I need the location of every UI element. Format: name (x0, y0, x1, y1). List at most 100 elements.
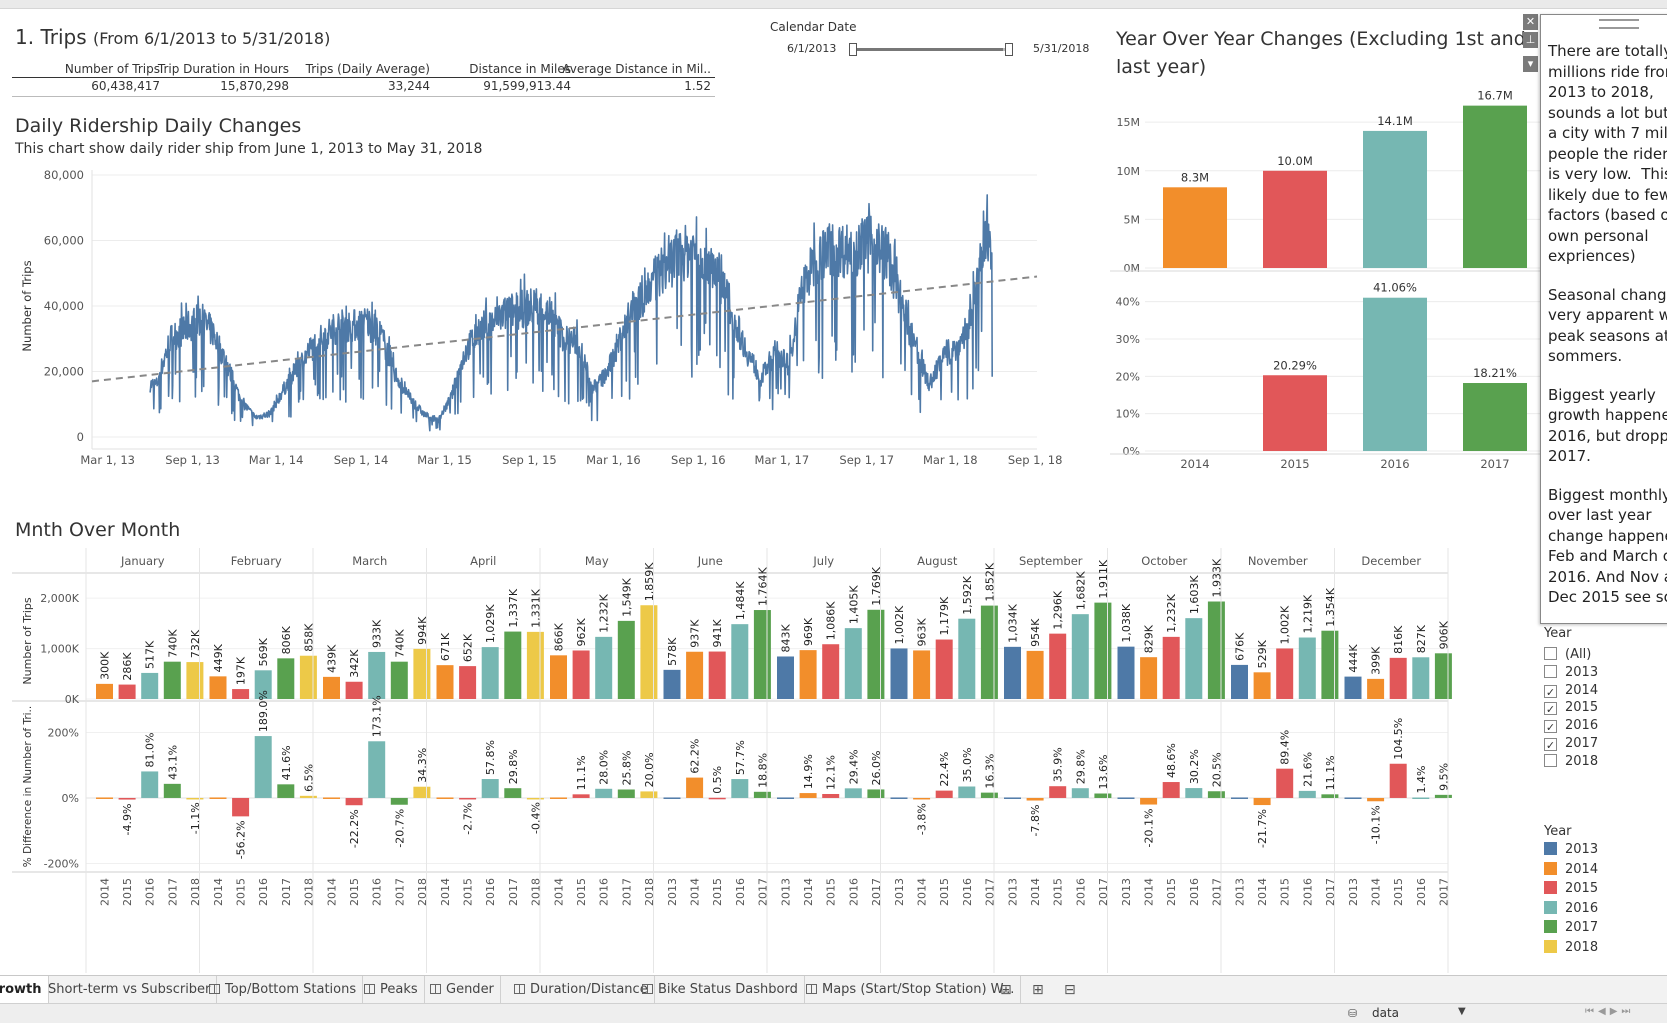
new-sheet-icon[interactable]: ⊞ (1000, 982, 1012, 998)
mom-x-tick-label: 2017 (280, 878, 293, 906)
year-filter-checkbox[interactable]: ✓ (1544, 738, 1557, 752)
mom-pct-y-tick-label: -200% (44, 857, 79, 870)
chevron-down-icon[interactable]: ▾ (1523, 56, 1538, 72)
dashboard-tab-icon (364, 984, 375, 994)
mom-trips-bar-label: 1,682K (1074, 571, 1087, 610)
year-filter-option-label: (All) (1565, 647, 1592, 662)
year-filter-checkbox[interactable]: ✓ (1544, 702, 1557, 717)
mom-pct-bar (867, 789, 885, 798)
sheet-tab[interactable]: Maps (Start/Stop Station) W... (800, 976, 1022, 1004)
mom-pct-bar-label: 35.9% (1052, 747, 1065, 782)
year-filter-checkbox[interactable] (1544, 753, 1557, 767)
year-legend-swatch (1544, 939, 1557, 953)
mom-pct-bar-label: -20.1% (1143, 809, 1156, 848)
mom-trips-bar-label: 439K (326, 644, 339, 673)
year-filter-option[interactable]: ✓ 2017 (1544, 736, 1598, 752)
mom-trips-bar (640, 605, 658, 699)
annotation-text: There are totally 60 millions ride from 20… (1541, 41, 1667, 623)
year-legend-item[interactable]: 2015 (1544, 881, 1598, 897)
new-dashboard-icon[interactable]: ⊞ (1032, 982, 1044, 998)
mom-trips-bar-label: 449K (212, 643, 225, 672)
mom-month-header: May (585, 554, 609, 568)
mom-trips-bar (980, 605, 998, 699)
annotation-line: factors (based on my (1548, 206, 1667, 224)
mom-pct-bar-label: 28.0% (598, 750, 611, 785)
mom-trips-bar (436, 665, 454, 699)
mom-pct-bar (1298, 790, 1316, 798)
year-filter-checkbox[interactable]: ✓ (1544, 684, 1557, 699)
sheet-tab[interactable]: Gender (424, 976, 501, 1004)
mom-trips-bar-label: 1,086K (825, 601, 838, 640)
drag-grip-icon[interactable] (1599, 19, 1639, 29)
mom-trips-bar-label: 569K (257, 637, 270, 666)
year-filter-option[interactable]: 2013 (1544, 664, 1598, 681)
year-filter-option[interactable]: ✓ 2014 (1544, 683, 1598, 699)
calendar-slider-range (855, 48, 1003, 51)
year-legend-item[interactable]: 2017 (1544, 920, 1598, 936)
mom-trips-bar (209, 676, 227, 699)
mom-x-tick-label: 2018 (416, 878, 429, 906)
year-legend-item[interactable]: 2016 (1544, 900, 1598, 917)
mom-pct-bar (504, 788, 522, 798)
mom-trips-bar (617, 620, 635, 699)
year-legend-item[interactable]: 2013 (1544, 842, 1598, 858)
calendar-slider-end-handle[interactable] (1005, 43, 1013, 56)
new-story-icon[interactable]: ⊟ (1064, 982, 1076, 998)
mom-pct-y-tick-label: 0% (62, 792, 79, 805)
yoy-y-tick-label: 5M (1124, 213, 1141, 226)
year-filter-option[interactable]: (All) (1544, 647, 1591, 663)
mom-pct-bar (141, 771, 159, 798)
year-filter-checkbox[interactable] (1544, 664, 1557, 678)
year-filter-option[interactable]: 2018 (1544, 753, 1598, 770)
mom-pct-bar-label: -56.2% (235, 820, 248, 859)
yoy-pct-bar (1363, 297, 1427, 451)
annotation-line: Feb and March of (1548, 547, 1667, 565)
mom-pct-bar (118, 797, 136, 800)
year-filter-checkbox[interactable]: ✓ (1544, 720, 1557, 735)
mom-trips-bar-label: 1,029K (484, 604, 497, 643)
mom-trips-bar-label: 399K (1370, 646, 1383, 675)
mom-pct-bar (526, 797, 544, 800)
yoy-y-tick-label: 15M (1117, 116, 1141, 129)
pin-icon[interactable]: ⊥ (1523, 32, 1538, 48)
mom-trips-bar-label: 1,933K (1210, 558, 1223, 597)
mom-trips-bar (1117, 646, 1135, 699)
annotation-line: peak seasons at (1548, 326, 1667, 345)
yoy-chart-title: Year Over Year Changes (Excluding 1st an… (1116, 25, 1526, 81)
sheet-tab[interactable]: Growth (0, 976, 49, 1004)
sheet-tab-label: Growth (0, 982, 42, 997)
year-filter-option[interactable]: ✓ 2016 (1544, 718, 1598, 734)
mom-trips-bar-label: 529K (1256, 639, 1269, 668)
annotation-line: is very low. This is (1548, 165, 1667, 183)
mom-trips-bar-label: 806K (280, 625, 293, 654)
calendar-slider-start-handle[interactable] (849, 43, 857, 56)
year-filter-option[interactable]: ✓ 2015 (1544, 700, 1598, 716)
mom-trips-bar (1389, 657, 1407, 699)
calendar-date-filter[interactable]: Calendar Date 6/1/2013 5/31/2018 (765, 20, 1095, 62)
yoy-pct-bar (1263, 375, 1327, 451)
yoy-pct-y-tick-label: 40% (1116, 296, 1140, 309)
mom-pct-bar (1094, 793, 1112, 798)
mom-x-tick-label: 2015 (575, 878, 588, 906)
sheet-tab[interactable]: Peaks (358, 976, 425, 1004)
year-legend-item[interactable]: 2014 (1544, 861, 1598, 878)
mom-trips-bar (731, 624, 749, 699)
mom-x-tick-label: 2017 (507, 878, 520, 906)
mom-trips-bar (708, 651, 726, 699)
sheet-tab[interactable]: Short-term vs Subscriber (42, 976, 218, 1004)
daily-y-tick-label: 80,000 (44, 168, 84, 182)
close-icon[interactable]: ✕ (1523, 14, 1538, 30)
year-legend-item[interactable]: 2018 (1544, 939, 1598, 956)
year-filter-checkbox[interactable] (1544, 647, 1557, 660)
sheet-tab[interactable]: Top/Bottom Stations (203, 976, 364, 1004)
mom-x-tick-label: 2014 (1143, 878, 1156, 906)
mom-pct-bar (890, 797, 908, 799)
mom-pct-bar-label: 57.8% (484, 740, 497, 775)
mom-pct-bar-label: -22.2% (348, 809, 361, 848)
sheet-navigation-icons[interactable]: ⏮◀▶⏭ (1585, 1006, 1635, 1017)
data-source-dropdown-icon[interactable]: ▼ (1458, 1006, 1466, 1017)
sheet-tab[interactable]: Duration/Distance (508, 976, 655, 1004)
sheet-tab[interactable]: Bike Status Dashbord (636, 976, 805, 1004)
page-title: 1. Trips (From 6/1/2013 to 5/31/2018) (15, 25, 330, 49)
data-source-name[interactable]: data (1372, 1006, 1400, 1020)
